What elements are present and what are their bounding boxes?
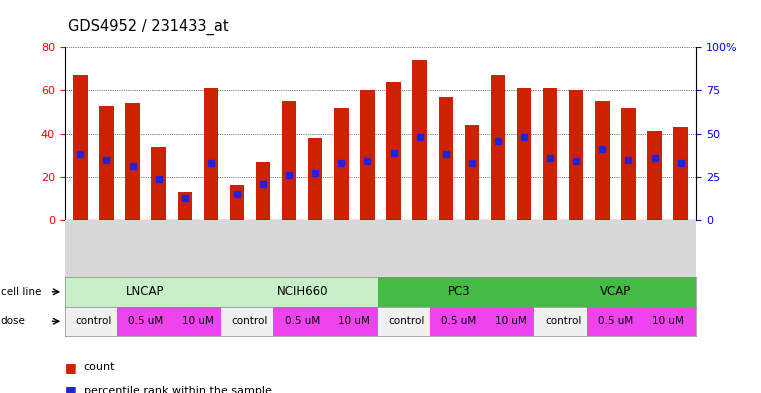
Bar bbox=[595, 101, 610, 220]
Text: percentile rank within the sample: percentile rank within the sample bbox=[84, 386, 272, 393]
Bar bbox=[230, 185, 244, 220]
Bar bbox=[648, 131, 662, 220]
Bar bbox=[621, 108, 635, 220]
Text: cell line: cell line bbox=[1, 287, 41, 297]
Bar bbox=[177, 192, 192, 220]
Text: 0.5 uM: 0.5 uM bbox=[598, 316, 633, 326]
Text: control: control bbox=[75, 316, 112, 326]
Bar bbox=[534, 307, 592, 336]
Bar bbox=[65, 307, 122, 336]
Bar bbox=[412, 60, 427, 220]
Bar bbox=[482, 307, 540, 336]
Text: 0.5 uM: 0.5 uM bbox=[441, 316, 476, 326]
Text: 10 uM: 10 uM bbox=[339, 316, 371, 326]
Text: ■: ■ bbox=[65, 384, 76, 393]
Bar bbox=[308, 138, 323, 220]
Bar bbox=[73, 75, 88, 220]
Bar bbox=[204, 88, 218, 220]
Bar bbox=[378, 277, 540, 307]
Text: count: count bbox=[84, 362, 115, 373]
Text: 0.5 uM: 0.5 uM bbox=[128, 316, 163, 326]
Bar bbox=[543, 88, 557, 220]
Text: 10 uM: 10 uM bbox=[182, 316, 214, 326]
Bar bbox=[438, 97, 453, 220]
Text: control: control bbox=[232, 316, 268, 326]
Text: PC3: PC3 bbox=[447, 285, 470, 298]
Bar bbox=[534, 277, 696, 307]
Bar bbox=[334, 108, 349, 220]
Bar bbox=[387, 82, 401, 220]
Bar bbox=[221, 307, 279, 336]
Bar bbox=[117, 307, 174, 336]
Text: 10 uM: 10 uM bbox=[495, 316, 527, 326]
Text: NCIH660: NCIH660 bbox=[276, 285, 328, 298]
Text: 0.5 uM: 0.5 uM bbox=[285, 316, 320, 326]
Bar bbox=[65, 277, 227, 307]
Bar bbox=[169, 307, 227, 336]
Text: control: control bbox=[388, 316, 425, 326]
Bar bbox=[151, 147, 166, 220]
Text: ■: ■ bbox=[65, 361, 76, 374]
Bar bbox=[673, 127, 688, 220]
Text: LNCAP: LNCAP bbox=[126, 285, 165, 298]
Bar bbox=[273, 307, 331, 336]
Bar bbox=[517, 88, 531, 220]
Bar bbox=[569, 90, 584, 220]
Bar bbox=[326, 307, 383, 336]
Bar bbox=[491, 75, 505, 220]
Bar bbox=[430, 307, 488, 336]
Bar bbox=[256, 162, 270, 220]
Text: 10 uM: 10 uM bbox=[651, 316, 683, 326]
Text: dose: dose bbox=[1, 316, 26, 326]
Bar bbox=[465, 125, 479, 220]
Bar bbox=[360, 90, 374, 220]
Bar bbox=[221, 277, 383, 307]
Text: VCAP: VCAP bbox=[600, 285, 631, 298]
Bar bbox=[126, 103, 140, 220]
Bar bbox=[282, 101, 296, 220]
Bar bbox=[587, 307, 644, 336]
Bar bbox=[378, 307, 435, 336]
Bar bbox=[99, 105, 113, 220]
Bar bbox=[639, 307, 696, 336]
Text: control: control bbox=[545, 316, 581, 326]
Text: GDS4952 / 231433_at: GDS4952 / 231433_at bbox=[68, 19, 229, 35]
